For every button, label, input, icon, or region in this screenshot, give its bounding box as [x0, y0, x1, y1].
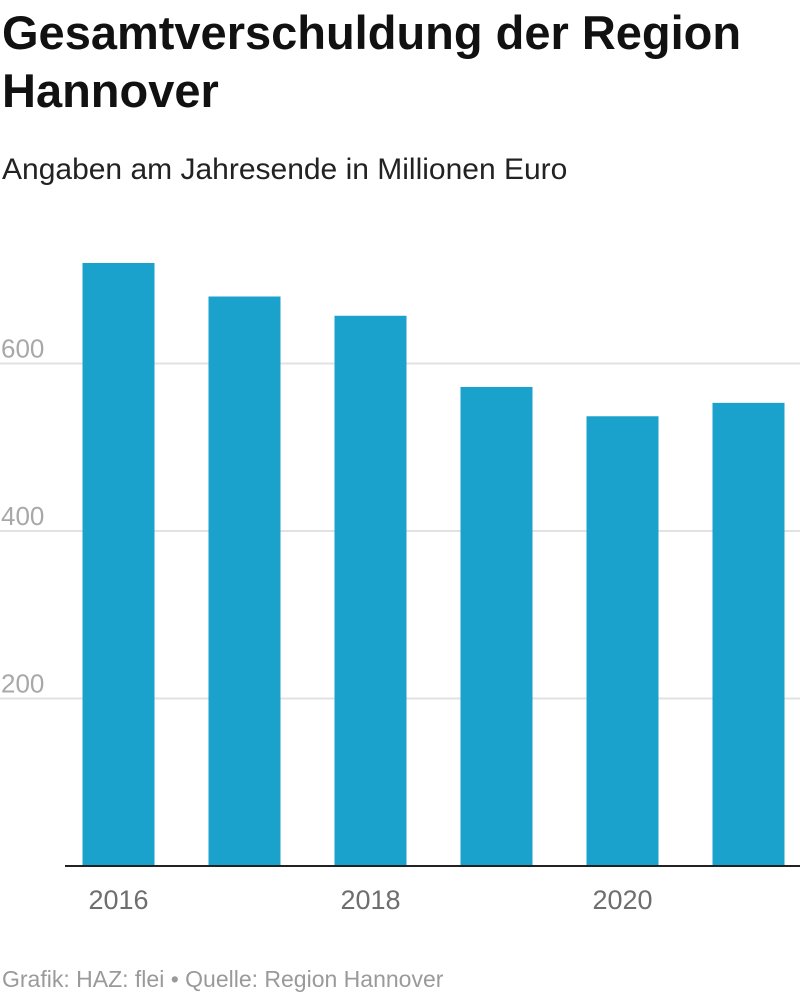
bar-2016 [82, 263, 155, 866]
bar-2020 [586, 416, 659, 866]
bars [82, 263, 785, 866]
chart-subtitle: Angaben am Jahresende in Millionen Euro [2, 153, 568, 186]
source-footer: Grafik: HAZ: flei • Quelle: Region Hanno… [2, 966, 444, 992]
bar-2021 [712, 402, 785, 866]
bar-2019 [460, 386, 533, 866]
x-tick-labels: 2016 2018 2020 [88, 885, 652, 915]
y-tick-label: 400 [1, 501, 44, 531]
bar-2017 [208, 296, 281, 866]
bar-chart: 200 400 600 2016 2018 2020 [0, 263, 800, 915]
x-tick-label: 2018 [340, 885, 400, 915]
chart-title: Gesamtverschuldung der Region Hannover [2, 6, 742, 117]
y-tick-label: 600 [1, 334, 44, 364]
bar-2018 [334, 315, 407, 866]
y-tick-labels: 200 400 600 [1, 334, 44, 699]
x-tick-label: 2016 [88, 885, 148, 915]
y-tick-label: 200 [1, 669, 44, 699]
x-tick-label: 2020 [592, 885, 652, 915]
